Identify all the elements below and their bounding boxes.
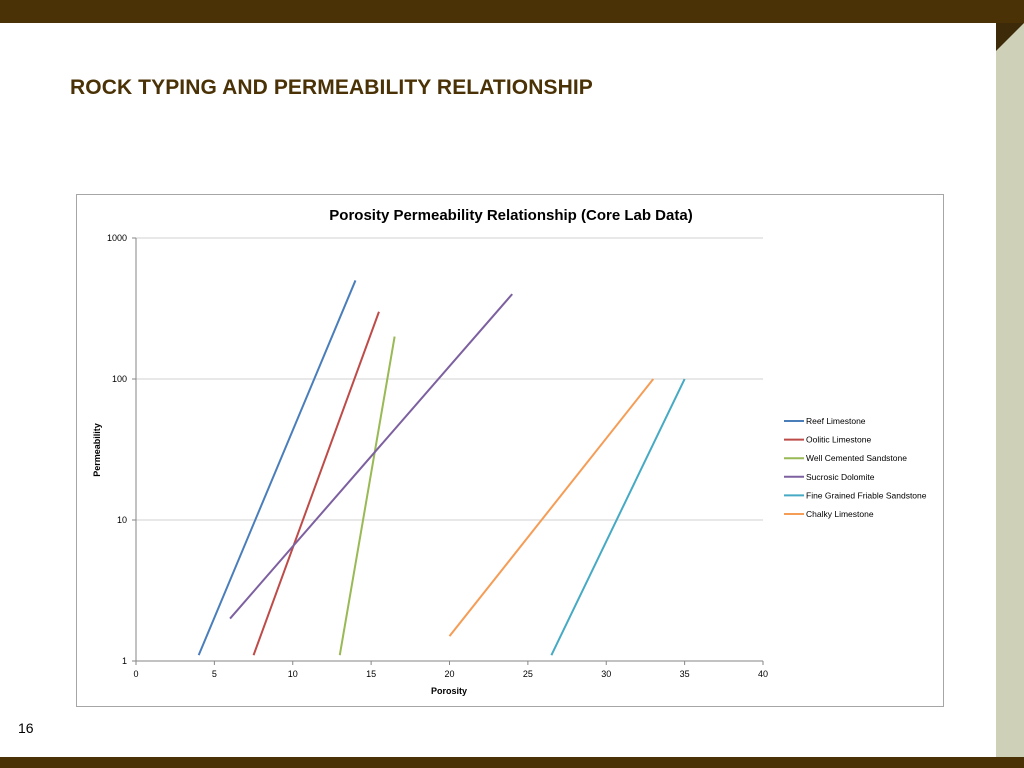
x-tick-label: 10 <box>288 669 298 679</box>
gridlines <box>136 237 763 662</box>
legend-label: Chalky Limestone <box>806 509 874 519</box>
series-line-5 <box>448 378 655 637</box>
x-tick-label: 5 <box>212 669 217 679</box>
y-tick-label: 1 <box>122 656 127 666</box>
x-tick-label: 0 <box>133 669 138 679</box>
bottom-banner <box>0 757 1024 768</box>
legend-label: Oolitic Limestone <box>806 435 871 445</box>
x-tick-label: 20 <box>444 669 454 679</box>
slide-title: ROCK TYPING AND PERMEABILITY RELATIONSHI… <box>70 76 593 99</box>
y-tick-label: 10 <box>117 515 127 525</box>
legend-label: Reef Limestone <box>806 416 866 426</box>
x-axis-title: Porosity <box>431 686 467 696</box>
y-tick-label: 100 <box>112 374 127 384</box>
x-tick-label: 40 <box>758 669 768 679</box>
corner-triangle-decoration <box>996 23 1024 51</box>
series-line-4 <box>550 378 686 656</box>
series-line-3 <box>229 293 513 620</box>
top-banner <box>0 0 1024 23</box>
series-lines <box>197 280 686 656</box>
x-tick-label: 35 <box>680 669 690 679</box>
x-tick-label: 25 <box>523 669 533 679</box>
right-side-bar <box>996 23 1024 757</box>
x-tick-label: 30 <box>601 669 611 679</box>
slide-page-number: 16 <box>18 720 34 736</box>
chart-frame: Porosity Permeability Relationship (Core… <box>76 194 944 707</box>
legend: Reef Limestone Oolitic Limestone Well Ceme… <box>784 416 927 519</box>
chart-title: Porosity Permeability Relationship (Core… <box>329 207 692 224</box>
axes: 1 10 100 1000 0 5 10 15 20 25 30 35 40 <box>107 233 768 679</box>
series-line-1 <box>252 311 380 656</box>
series-line-2 <box>338 336 396 656</box>
y-axis-title: Permeability <box>92 423 102 477</box>
legend-label: Well Cemented Sandstone <box>806 453 907 463</box>
legend-label: Fine Grained Friable Sandstone <box>806 490 927 500</box>
legend-label: Sucrosic Dolomite <box>806 472 875 482</box>
porosity-permeability-chart: Porosity Permeability Relationship (Core… <box>92 207 927 696</box>
y-tick-label: 1000 <box>107 233 127 243</box>
series-line-0 <box>197 280 357 656</box>
x-tick-label: 15 <box>366 669 376 679</box>
